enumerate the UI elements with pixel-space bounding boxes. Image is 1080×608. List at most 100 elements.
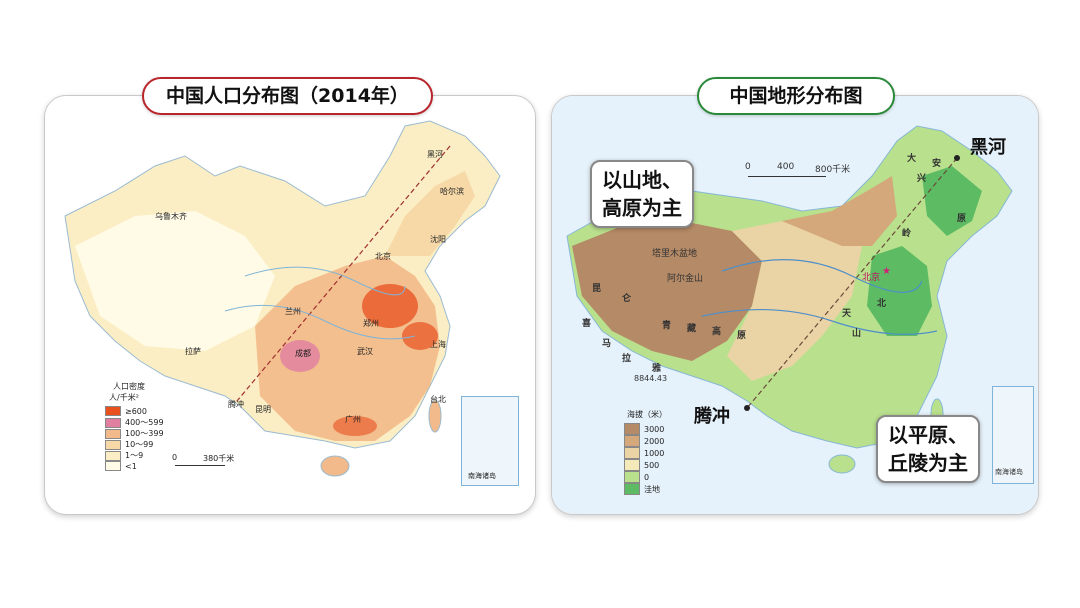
label-daxinganling-2: 兴 [917,174,927,184]
west-low-density-region [75,211,275,351]
label-qinghai-4: 原 [737,331,747,341]
legend-item: 1000 [624,447,664,459]
hainan-island [320,455,350,477]
legend-swatch [624,447,640,459]
legend-swatch [624,459,640,471]
heihe-tengchong-line [746,157,958,409]
label-himalaya-1: 喜 [582,319,592,329]
label-altun-mountains: 阿尔金山 [667,274,704,284]
river-yellow [244,266,406,296]
population-map-panel: 黑河 哈尔滨 沈阳 北京 乌鲁木齐 兰州 成都 郑州 武汉 上海 拉萨 腾冲 昆… [44,95,536,515]
hainan-island [828,454,856,474]
legend-swatch [105,406,121,416]
terrain-map-title: 中国地形分布图 [697,77,895,115]
city-label-chengdu: 成都 [295,349,311,358]
river-yangtze [224,304,416,340]
capital-star-icon: ★ [882,266,891,277]
legend-swatch [105,417,121,428]
city-label-wuhan: 武汉 [357,347,373,356]
legend-unit: 人/千米² [109,393,139,402]
label-loess-1: 山 [852,329,862,339]
label-himalaya-2: 马 [602,339,612,349]
label-tarim-basin: 塔里木盆地 [652,249,698,259]
legend-swatch [105,461,121,471]
heihe-tengchong-line [236,145,451,402]
city-label-zhengzhou: 郑州 [363,319,379,328]
legend-swatch [105,450,121,461]
legend-item: 0 [624,471,649,483]
callout-east-plains: 以平原、 丘陵为主 [876,415,980,483]
city-label-heihe: 黑河 [427,150,443,159]
legend-title: 海拔（米） [627,410,667,419]
legend-item: 洼地 [624,483,660,495]
legend-item: 3000 [624,423,664,435]
south-dense-cluster [333,416,377,436]
population-map-title: 中国人口分布图（2014年） [142,77,433,115]
legend-item: 2000 [624,435,664,447]
inner-mongolia-plateau-region [782,176,897,246]
everest-elevation: 8844.43 [634,374,668,383]
scale-bar [175,465,225,466]
yangtze-dense-cluster [402,322,438,350]
scale-end: 800千米 [815,165,851,175]
river-yangtze [701,308,938,335]
tengchong-point [744,405,750,411]
label-beijing: 北京 [862,273,881,283]
legend-item: <1 [105,461,137,471]
legend-swatch [105,428,121,439]
population-map [64,120,501,477]
north-china-plain-region [867,246,932,336]
taiwan-island [428,399,442,433]
label-daxinganling-1: 大 [907,154,917,164]
legend-swatch [624,483,640,495]
south-china-sea-inset: 南海诸岛 [461,396,519,486]
legend-swatch [624,423,640,435]
label-himalaya-4: 雅 [652,364,662,374]
label-daxinganling-4: 岭 [902,229,912,239]
south-china-sea-inset: 南海诸岛 [992,386,1034,484]
city-label-shanghai: 上海 [430,340,446,349]
city-label-taibei: 台北 [430,395,446,404]
northeast-density-region [385,171,475,256]
scale-mid: 400 [777,162,795,172]
city-label-lanzhou: 兰州 [285,307,301,316]
label-kunlun-1: 昆 [592,284,602,294]
legend-item: ≥600 [105,406,147,416]
inset-label: 南海诸岛 [995,468,1023,476]
legend-item: 400～599 [105,417,164,428]
legend-item: 10～99 [105,439,153,450]
legend-item: 100～399 [105,428,164,439]
label-qinghai-2: 藏 [687,324,697,334]
northeast-plain-region [922,166,982,236]
city-label-beijing: 北京 [375,252,391,261]
middle-step-region [727,221,862,381]
legend-title: 人口密度 [113,382,145,391]
label-daxinganling-3: 安 [932,159,942,169]
city-label-tengchong: 腾冲 [228,400,244,409]
city-label-heihe-large: 黑河 [970,137,1006,158]
river-yellow [721,259,923,293]
inset-label: 南海诸岛 [468,472,496,480]
north-china-dense-cluster [362,284,418,328]
legend-swatch [624,435,640,447]
label-himalaya-3: 拉 [622,354,632,364]
city-label-guangzhou: 广州 [345,415,361,424]
sichuan-dense-cluster [280,340,320,372]
scale-value: 380千米 [203,454,235,463]
legend-swatch [624,471,640,483]
heihe-point [954,155,960,161]
legend-item: 1～9 [105,450,143,461]
scale-zero: 0 [172,453,178,462]
scale-zero: 0 [745,162,751,172]
label-north-china-plain: 北 [877,299,887,309]
legend-item: 500 [624,459,659,471]
legend-swatch [105,439,121,450]
label-qinghai-3: 高 [712,327,722,337]
label-northeast: 原 [957,214,967,224]
city-label-kunming: 昆明 [255,405,271,414]
scale-bar [748,176,826,177]
label-taihang: 天 [842,309,852,319]
callout-west-mountains: 以山地、 高原为主 [590,160,694,228]
label-qinghai-1: 青 [662,321,672,331]
city-label-lasa: 拉萨 [185,347,201,356]
